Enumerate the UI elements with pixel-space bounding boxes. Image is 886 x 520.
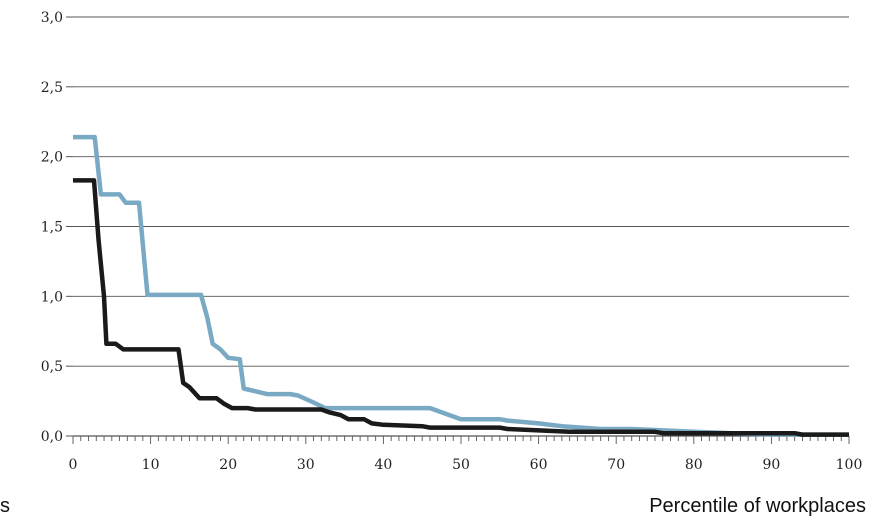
axes — [66, 16, 850, 444]
y-tick-label: 0,0 — [41, 429, 63, 445]
x-axis-label: Percentile of workplaces — [649, 495, 866, 517]
gridlines — [73, 16, 849, 437]
y-tick-label: 3,0 — [41, 10, 63, 26]
x-tick-label: 80 — [685, 457, 703, 473]
y-tick-label: 1,5 — [41, 220, 63, 236]
x-tick-label: 50 — [452, 457, 470, 473]
y-tick-label: 2,5 — [41, 80, 63, 96]
series-line-black — [73, 178, 849, 437]
x-tick-label: 10 — [142, 457, 160, 473]
y-tick-label: 1,0 — [41, 289, 63, 305]
x-tick-label: 70 — [607, 457, 625, 473]
y-tick-label: 2,0 — [41, 150, 63, 166]
clipped-left-label: s — [0, 495, 10, 517]
series-line-blue — [73, 134, 849, 437]
x-tick-label: 90 — [762, 457, 780, 473]
y-tick-label: 0,5 — [41, 359, 63, 375]
x-tick-label: 60 — [530, 457, 548, 473]
x-tick-label: 20 — [219, 457, 237, 473]
x-tick-label: 30 — [297, 457, 315, 473]
x-tick-label: 100 — [836, 457, 863, 473]
series-lines — [73, 134, 849, 437]
x-tick-label: 40 — [374, 457, 392, 473]
x-tick-label: 0 — [69, 457, 78, 473]
tick-labels: 0,0 0,5 1,0 1,5 2,0 2,5 3,0 0 10 20 30 40 50 60 70 80 90… — [41, 10, 863, 473]
